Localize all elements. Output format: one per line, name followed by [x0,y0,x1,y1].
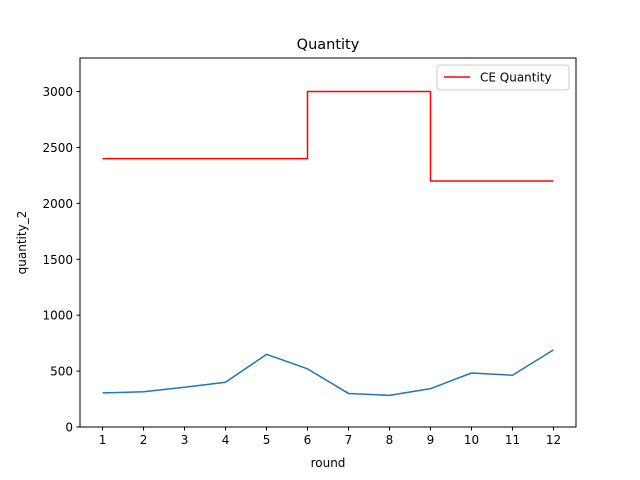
x-tick-label: 11 [505,433,520,447]
x-tick-label: 2 [140,433,148,447]
y-tick-label: 500 [50,365,73,379]
legend-box [436,64,570,91]
y-axis-label: quantity_2 [15,211,29,275]
x-tick-label: 5 [263,433,271,447]
legend: CE Quantity [436,64,570,91]
x-tick-label: 1 [99,433,107,447]
x-axis: 1 2 3 4 5 6 7 8 9 10 11 12 [99,427,561,447]
y-tick-label: 2000 [42,197,73,211]
x-tick-label: 12 [546,433,561,447]
x-tick-label: 6 [304,433,312,447]
plot-frame [79,57,577,428]
y-tick-label: 0 [65,421,73,435]
y-tick-label: 2500 [42,141,73,155]
x-tick-label: 10 [464,433,479,447]
legend-label: CE Quantity [480,71,552,85]
x-tick-label: 7 [345,433,353,447]
y-tick-label: 1500 [42,253,73,267]
y-tick-label: 1000 [42,309,73,323]
x-axis-label: round [311,456,346,470]
x-tick-label: 9 [427,433,435,447]
y-axis: 0 500 1000 1500 2000 2500 3000 [42,85,80,435]
x-tick-label: 3 [181,433,189,447]
x-tick-label: 8 [386,433,394,447]
ce-quantity-line [102,90,554,182]
chart-title: Quantity [297,37,360,53]
plot-series [102,90,554,397]
x-tick-label: 4 [222,433,230,447]
y-tick-label: 3000 [42,85,73,99]
quantity-line [102,349,554,397]
